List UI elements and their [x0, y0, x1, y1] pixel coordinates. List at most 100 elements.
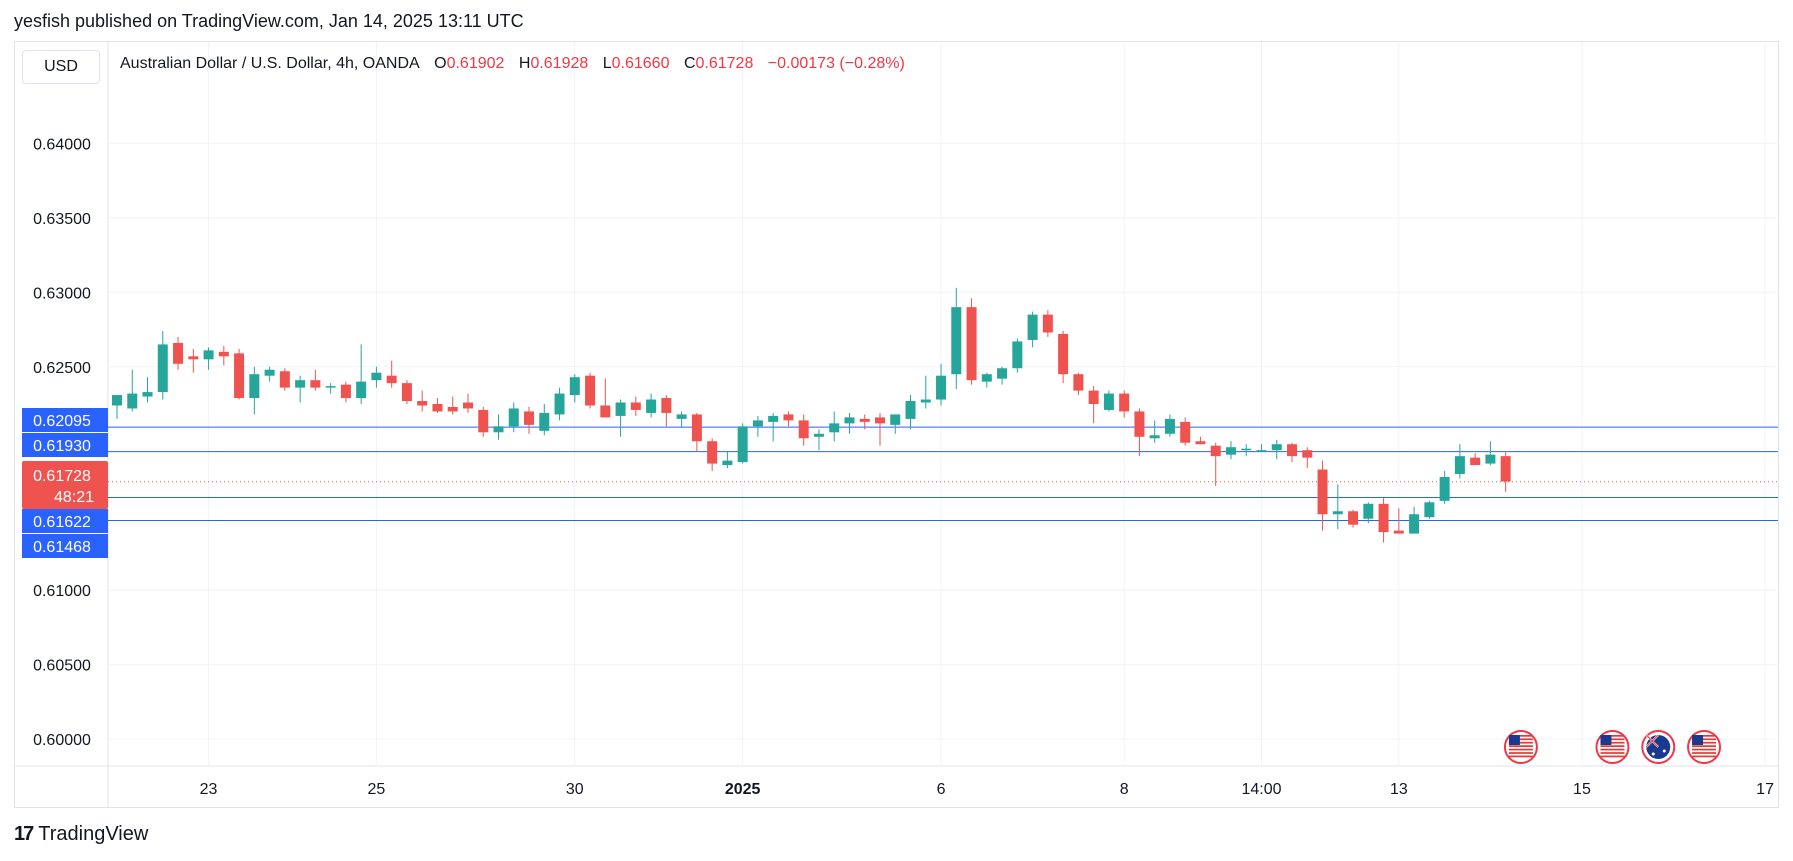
legend-symbol[interactable]: Australian Dollar / U.S. Dollar, 4h, OAN…: [120, 55, 420, 72]
event-flags: [1503, 730, 1722, 764]
price-tag-level-1: 0.62095: [22, 408, 108, 432]
candle: [844, 412, 855, 434]
candle-body: [524, 411, 535, 425]
candle: [1058, 331, 1069, 384]
flag-stripe: [1508, 745, 1533, 747]
candle: [1317, 460, 1328, 531]
candle-body: [676, 414, 687, 419]
candle-body: [1256, 450, 1267, 452]
us-flag-icon[interactable]: [1503, 730, 1538, 764]
candle: [1348, 509, 1359, 528]
flag-canton: [1508, 735, 1520, 745]
candle: [508, 402, 519, 433]
candle: [1302, 447, 1313, 469]
candle: [997, 366, 1008, 385]
flag-stripe: [1692, 745, 1717, 747]
candle-body: [1317, 469, 1328, 515]
flag-stripe: [1692, 735, 1717, 737]
candle-body: [203, 350, 214, 360]
candle: [432, 398, 443, 413]
flag-cross-red: [1645, 734, 1659, 748]
candle-body: [1225, 447, 1236, 455]
x-tick-label: 13: [1390, 781, 1408, 798]
x-tick-label: 30: [566, 781, 584, 798]
candle-body: [1485, 454, 1496, 464]
candle: [356, 344, 367, 404]
flag-stripe: [1600, 748, 1625, 751]
candle: [722, 451, 733, 469]
candle-body: [508, 408, 519, 427]
candle: [813, 429, 824, 451]
candle-body: [1363, 503, 1374, 519]
candle-body: [157, 344, 168, 393]
candle: [676, 411, 687, 428]
us-flag-icon[interactable]: [1687, 730, 1722, 764]
candle: [1363, 502, 1374, 524]
candle: [737, 423, 748, 464]
australia-flag-icon[interactable]: [1641, 730, 1676, 764]
price-tag-label: 0.61622: [33, 514, 91, 531]
legend-low-value: 0.61660: [611, 55, 670, 72]
flag-stripe: [1508, 755, 1533, 758]
candle-body: [325, 386, 336, 388]
currency-button[interactable]: USD: [22, 50, 100, 84]
flag-canton: [1692, 735, 1704, 745]
candle: [1119, 390, 1130, 418]
legend-high-value: 0.61928: [530, 55, 589, 72]
candle: [1378, 497, 1389, 543]
candle: [1470, 453, 1481, 466]
candle: [173, 336, 184, 370]
price-tag-bg: [22, 509, 108, 533]
candle-body: [829, 423, 840, 433]
candle-body: [1180, 421, 1191, 443]
candle-body: [844, 417, 855, 424]
legend-open-value: 0.61902: [446, 55, 505, 72]
candle-body: [386, 375, 397, 384]
flag-stripe: [1508, 738, 1533, 741]
candle: [1454, 444, 1465, 479]
y-tick-label: 0.60500: [33, 658, 91, 675]
candle-body: [1012, 341, 1023, 369]
candle: [234, 348, 245, 400]
candle: [1424, 500, 1435, 519]
candle-body: [1027, 314, 1038, 340]
candle: [752, 415, 763, 437]
candle-body: [1470, 457, 1481, 466]
candle-body: [981, 374, 992, 382]
tradingview-logo[interactable]: 17 TradingView: [14, 823, 148, 846]
candle: [1027, 311, 1038, 348]
candle: [966, 298, 977, 385]
candle: [661, 395, 672, 427]
candle-body: [401, 383, 412, 402]
candle-body: [798, 420, 809, 439]
candle-body: [936, 375, 947, 400]
candle: [981, 372, 992, 388]
candle: [249, 366, 260, 415]
chart-legend: Australian Dollar / U.S. Dollar, 4h, OAN…: [120, 55, 905, 73]
candle: [1439, 471, 1450, 504]
candle-body: [218, 351, 229, 357]
price-tag-label: 0.61728: [33, 468, 91, 485]
legend-change: −0.00173 (−0.28%): [767, 55, 905, 72]
candle-body: [890, 414, 901, 425]
candle: [615, 399, 626, 437]
us-flag-icon[interactable]: [1595, 730, 1630, 764]
flag-stripe: [1692, 752, 1717, 754]
candle-body: [1393, 530, 1404, 534]
x-axis: 23 25 30 2025 6 8 14:00 13 15 17: [200, 781, 1774, 798]
candle: [646, 393, 657, 418]
candle-body: [1500, 456, 1511, 482]
flag-stripe: [1600, 752, 1625, 754]
candle: [585, 372, 596, 409]
candle: [1393, 508, 1404, 534]
candle: [890, 414, 901, 434]
candle: [951, 287, 962, 390]
flag-canton: [1600, 735, 1612, 745]
price-tag-current: 0.61728 48:21: [22, 461, 108, 509]
candle: [707, 438, 718, 472]
y-tick-label: 0.63000: [33, 285, 91, 302]
candle-body: [1195, 441, 1206, 445]
candle: [157, 331, 168, 400]
legend-open-label: O: [434, 55, 447, 72]
